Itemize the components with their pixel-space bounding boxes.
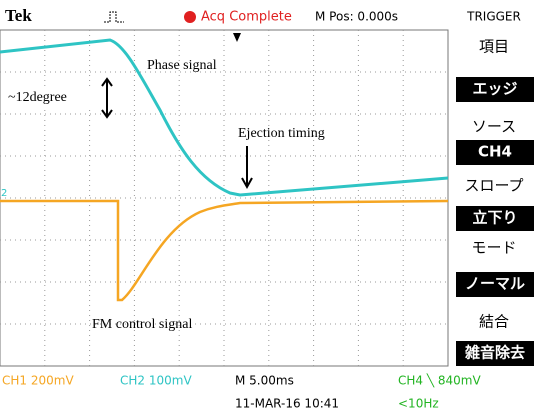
ch1-scale: CH1 200mV (2, 374, 74, 388)
trigger-icon (104, 12, 124, 22)
scope-screen: 2 Phase signal ~12degree Ejection timing… (0, 0, 537, 413)
trigger-frequency: <10Hz (398, 397, 439, 411)
trigger-level: CH4 ╲ 840mV (398, 373, 481, 388)
menu-label: 項目 (479, 38, 509, 56)
acq-indicator (184, 11, 196, 23)
page: 2 Phase signal ~12degree Ejection timing… (0, 0, 537, 413)
menu-value: 雑音除去 (464, 344, 525, 362)
menu-value: CH4 (478, 143, 512, 161)
channel-marker: 2 (1, 188, 7, 199)
menu-title: TRIGGER (466, 10, 521, 24)
menu-label: ソース (472, 118, 516, 136)
degree-label: ~12degree (8, 90, 67, 105)
menu-label: モード (471, 239, 516, 257)
position: M Pos: 0.000s (315, 10, 398, 24)
ejection-label: Ejection timing (238, 126, 325, 141)
timebase: M 5.00ms (235, 374, 294, 388)
ch2-scale: CH2 100mV (120, 374, 192, 388)
menu-value: ノーマル (465, 275, 525, 293)
menu-label: スロープ (464, 177, 523, 195)
fm-label: FM control signal (92, 317, 192, 332)
menu-value: 立下り (472, 209, 517, 227)
menu-label: 結合 (479, 313, 509, 331)
menu-value: エッジ (472, 80, 517, 98)
logo: Tek (5, 6, 32, 25)
acq-status: Acq Complete (201, 10, 292, 25)
phase-label: Phase signal (147, 58, 217, 73)
date: 11-MAR-16 10:41 (235, 397, 339, 411)
graticule (0, 30, 448, 366)
